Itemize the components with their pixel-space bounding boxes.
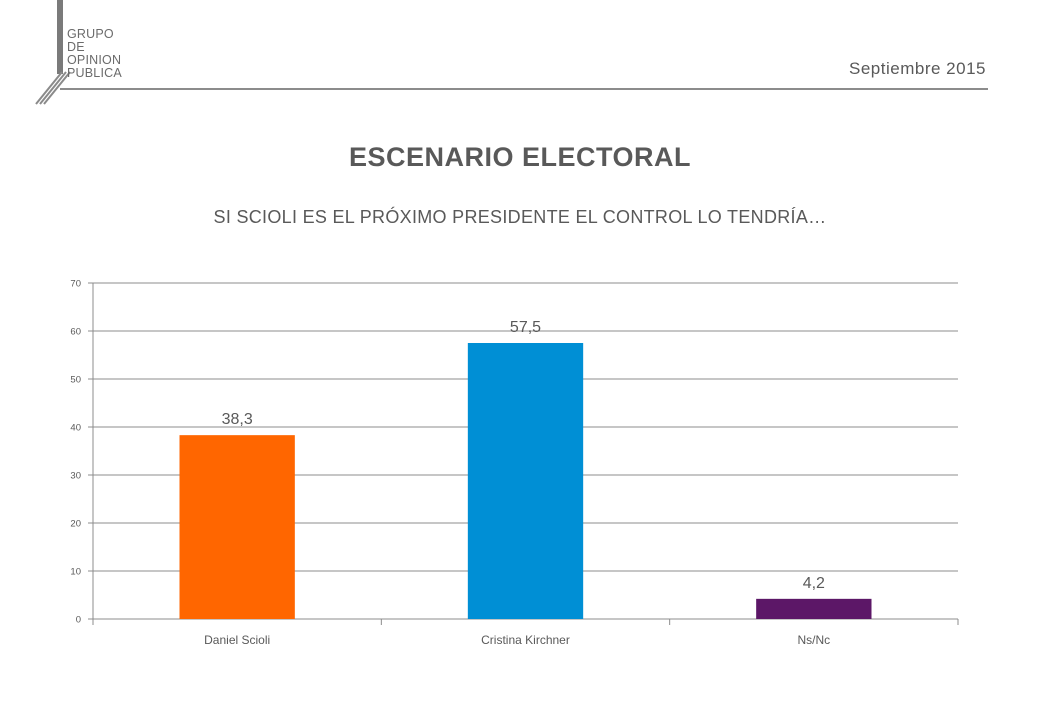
- y-tick-label: 50: [70, 375, 81, 386]
- bar: [467, 343, 584, 619]
- logo-line: GRUPO: [67, 27, 114, 41]
- data-label: 57,5: [510, 319, 541, 336]
- page-subtitle: SI SCIOLI ES EL PRÓXIMO PRESIDENTE EL CO…: [213, 207, 827, 227]
- page-title: ESCENARIO ELECTORAL: [348, 142, 692, 172]
- header-divider: [60, 88, 988, 90]
- y-tick-label: 30: [70, 471, 81, 482]
- logo-line: PUBLICA: [67, 66, 122, 80]
- logo-mark: [35, 0, 71, 105]
- bar: [756, 598, 872, 619]
- x-category-label: Daniel Scioli: [204, 633, 270, 647]
- logo: [30, 0, 170, 110]
- y-tick-label: 70: [70, 279, 81, 290]
- y-tick-label: 20: [70, 519, 81, 530]
- logo-line: OPINION: [67, 53, 122, 67]
- y-tick-label: 40: [70, 423, 81, 434]
- report-date: Septiembre 2015: [849, 59, 986, 78]
- logo-text: GRUPO DE OPINION PUBLICA: [67, 28, 122, 80]
- data-label: 38,3: [222, 411, 253, 428]
- x-category-label: Ns/Nc: [797, 633, 830, 647]
- logo-line: DE: [67, 40, 85, 54]
- data-label: 4,2: [803, 575, 825, 592]
- y-tick-label: 60: [70, 327, 81, 338]
- x-category-label: Cristina Kirchner: [481, 633, 570, 647]
- y-tick-label: 10: [70, 567, 81, 578]
- bar: [179, 435, 295, 619]
- y-tick-label: 0: [76, 615, 81, 626]
